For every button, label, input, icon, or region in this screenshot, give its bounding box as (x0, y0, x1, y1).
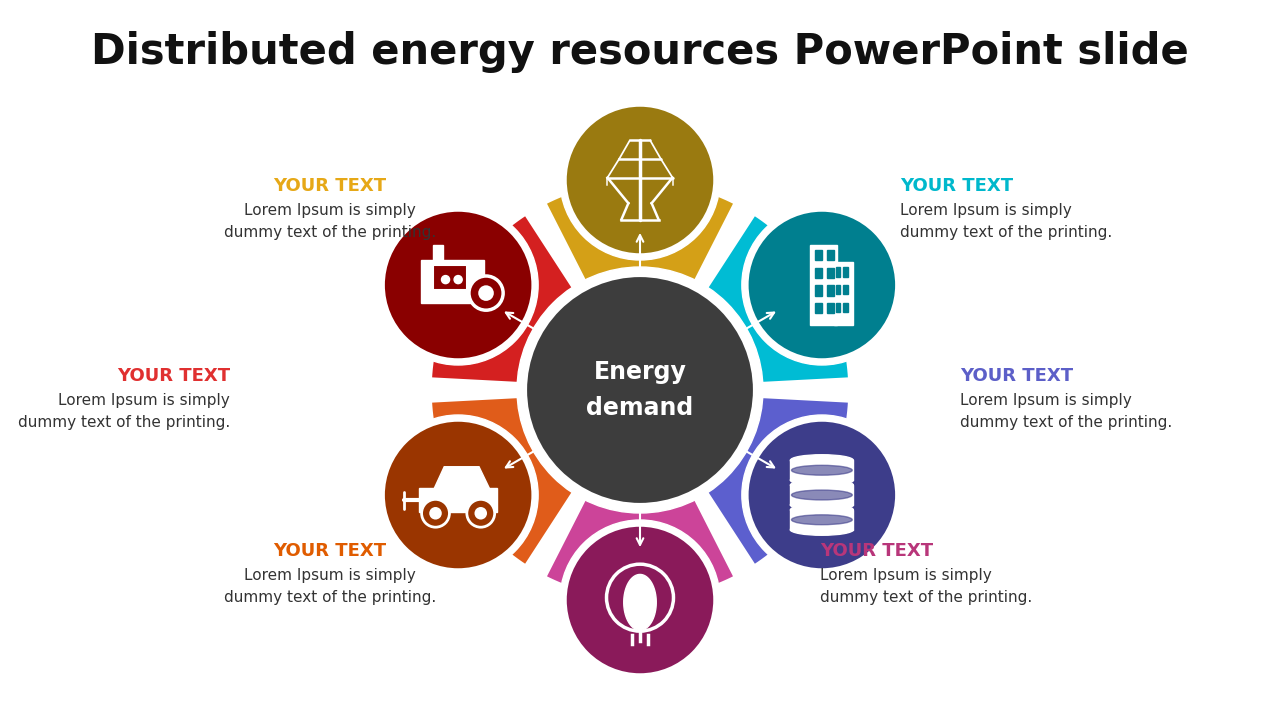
Circle shape (421, 500, 449, 527)
Bar (836, 285, 841, 294)
Circle shape (525, 275, 755, 505)
Circle shape (383, 420, 534, 570)
Circle shape (746, 210, 897, 360)
Circle shape (517, 267, 763, 513)
Text: Energy
demand: Energy demand (586, 360, 694, 420)
Bar (827, 303, 835, 313)
Polygon shape (430, 395, 589, 566)
Circle shape (454, 276, 462, 284)
Circle shape (467, 500, 494, 527)
Ellipse shape (790, 499, 854, 510)
Bar (790, 510, 854, 530)
Text: Lorem Ipsum is simply
dummy text of the printing.: Lorem Ipsum is simply dummy text of the … (224, 568, 436, 606)
Text: YOUR TEXT: YOUR TEXT (116, 367, 230, 385)
Circle shape (564, 525, 716, 675)
Polygon shape (545, 180, 735, 305)
Text: Distributed energy resources PowerPoint slide: Distributed energy resources PowerPoint … (91, 31, 1189, 73)
Circle shape (561, 520, 719, 680)
Circle shape (564, 105, 716, 255)
Text: YOUR TEXT: YOUR TEXT (960, 367, 1073, 385)
Bar (434, 245, 443, 261)
Bar (844, 267, 847, 276)
Text: YOUR TEXT: YOUR TEXT (274, 177, 387, 195)
Ellipse shape (791, 490, 852, 500)
Bar (421, 260, 484, 303)
Bar (836, 302, 841, 312)
Circle shape (383, 210, 534, 360)
Text: YOUR TEXT: YOUR TEXT (900, 177, 1014, 195)
Polygon shape (691, 214, 850, 385)
Bar (790, 485, 854, 505)
Ellipse shape (790, 504, 854, 516)
Text: Lorem Ipsum is simply
dummy text of the printing.: Lorem Ipsum is simply dummy text of the … (900, 203, 1112, 240)
Circle shape (442, 276, 449, 284)
Circle shape (378, 415, 538, 575)
Ellipse shape (790, 524, 854, 535)
Text: Lorem Ipsum is simply
dummy text of the printing.: Lorem Ipsum is simply dummy text of the … (224, 203, 436, 240)
Bar (434, 265, 467, 289)
Ellipse shape (790, 474, 854, 486)
Bar (827, 285, 835, 296)
Circle shape (479, 287, 493, 300)
Bar (827, 250, 835, 261)
Bar (844, 302, 847, 312)
Text: Lorem Ipsum is simply
dummy text of the printing.: Lorem Ipsum is simply dummy text of the … (960, 393, 1172, 430)
Text: YOUR TEXT: YOUR TEXT (820, 542, 933, 560)
Ellipse shape (791, 465, 852, 475)
Circle shape (742, 415, 902, 575)
Polygon shape (430, 214, 589, 385)
Bar (836, 267, 841, 276)
Circle shape (378, 205, 538, 365)
Bar (835, 262, 854, 325)
Circle shape (742, 205, 902, 365)
Polygon shape (691, 395, 850, 566)
Bar (815, 268, 822, 278)
Polygon shape (545, 474, 735, 600)
Bar (815, 303, 822, 313)
Bar (827, 268, 835, 278)
Bar (419, 488, 498, 513)
Ellipse shape (790, 455, 854, 466)
Bar (815, 250, 822, 261)
Text: YOUR TEXT: YOUR TEXT (274, 542, 387, 560)
Circle shape (468, 276, 503, 310)
Circle shape (746, 420, 897, 570)
Text: Lorem Ipsum is simply
dummy text of the printing.: Lorem Ipsum is simply dummy text of the … (820, 568, 1032, 606)
Bar (810, 246, 837, 325)
Circle shape (561, 100, 719, 260)
Ellipse shape (791, 515, 852, 525)
Polygon shape (434, 467, 489, 488)
Ellipse shape (790, 480, 854, 491)
Polygon shape (623, 575, 657, 630)
Bar (815, 285, 822, 296)
Bar (790, 460, 854, 480)
Circle shape (476, 508, 486, 518)
Circle shape (430, 508, 440, 518)
Text: Lorem Ipsum is simply
dummy text of the printing.: Lorem Ipsum is simply dummy text of the … (18, 393, 230, 430)
Bar (844, 285, 847, 294)
